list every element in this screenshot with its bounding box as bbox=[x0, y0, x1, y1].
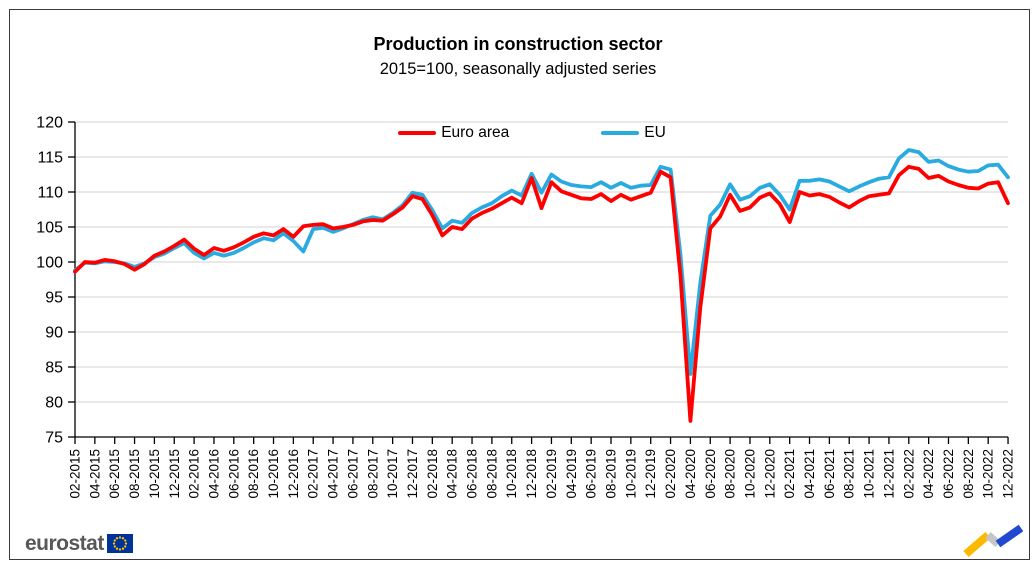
y-tick-label: 90 bbox=[45, 325, 63, 342]
x-axis: 02-2015 04-2015 06-2015 08-2015 10-2015 12-20… bbox=[68, 436, 1016, 499]
series-euro-area bbox=[73, 164, 1010, 423]
x-tick-label: 02-2015 bbox=[68, 449, 83, 499]
x-tick-label: 04-2022 bbox=[921, 449, 936, 499]
x-tick-label: 06-2022 bbox=[941, 449, 956, 499]
trend-arrow-icon bbox=[963, 524, 1024, 558]
x-tick-label: 02-2016 bbox=[187, 449, 202, 499]
x-tick-label: 06-2019 bbox=[584, 449, 599, 499]
x-tick-label: 02-2020 bbox=[663, 449, 678, 499]
chart-frame bbox=[9, 9, 1030, 560]
legend-item-eu: EU bbox=[601, 124, 666, 142]
gridlines bbox=[75, 121, 1009, 403]
x-tick-label: 06-2015 bbox=[107, 449, 122, 499]
x-tick-label: 06-2020 bbox=[703, 449, 718, 499]
x-tick-label: 02-2017 bbox=[306, 449, 321, 499]
x-tick-label: 04-2021 bbox=[802, 449, 817, 499]
x-tick-label: 04-2015 bbox=[87, 449, 102, 499]
x-tick-label: 04-2017 bbox=[326, 449, 341, 499]
x-tick-label: 12-2021 bbox=[881, 449, 896, 499]
y-tick-label: 100 bbox=[36, 255, 63, 272]
y-tick-label: 95 bbox=[45, 290, 63, 307]
chart-subtitle: 2015=100, seasonally adjusted series bbox=[379, 60, 657, 78]
x-tick-label: 10-2015 bbox=[147, 449, 162, 499]
x-tick-label: 06-2017 bbox=[345, 449, 360, 499]
x-tick-label: 04-2019 bbox=[564, 449, 579, 499]
x-tick-label: 06-2018 bbox=[465, 449, 480, 499]
legend-item-euro-area: Euro area bbox=[398, 124, 509, 142]
x-tick-label: 10-2017 bbox=[385, 449, 400, 499]
x-tick-label: 12-2019 bbox=[643, 449, 658, 499]
x-tick-label: 08-2021 bbox=[842, 449, 857, 499]
y-axis: 75 80 85 90 95 100 105 110 115 120 bbox=[36, 115, 76, 447]
x-tick-label: 04-2020 bbox=[683, 449, 698, 499]
y-tick-label: 80 bbox=[45, 395, 63, 412]
x-tick-label: 08-2018 bbox=[484, 449, 499, 499]
y-tick-label: 115 bbox=[37, 150, 63, 167]
x-tick-label: 08-2019 bbox=[604, 449, 619, 499]
y-tick-label: 120 bbox=[36, 115, 63, 132]
x-tick-label: 10-2020 bbox=[742, 449, 757, 499]
x-tick-label: 12-2016 bbox=[286, 449, 301, 499]
x-tick-label: 10-2019 bbox=[623, 449, 638, 499]
euro-area-line-swatch bbox=[398, 131, 437, 135]
x-tick-label: 12-2015 bbox=[167, 449, 182, 499]
x-tick-label: 06-2016 bbox=[226, 449, 241, 499]
x-tick-label: 08-2017 bbox=[365, 449, 380, 499]
eu-line-swatch bbox=[601, 131, 640, 135]
x-tick-label: 04-2016 bbox=[206, 449, 221, 499]
x-tick-label: 08-2020 bbox=[723, 449, 738, 499]
x-tick-label: 02-2019 bbox=[544, 449, 559, 499]
chart-title: Production in construction sector bbox=[373, 34, 663, 54]
x-tick-label: 12-2018 bbox=[524, 449, 539, 499]
chart-legend: Euro area EU bbox=[14, 124, 1036, 142]
y-tick-label: 105 bbox=[36, 220, 63, 237]
legend-label-euro-area: Euro area bbox=[441, 124, 510, 141]
series-eu bbox=[73, 148, 1010, 376]
eurostat-logo: eurostat bbox=[25, 533, 133, 554]
y-tick-label: 85 bbox=[45, 360, 63, 377]
x-tick-label: 08-2015 bbox=[127, 449, 142, 499]
x-tick-label: 12-2022 bbox=[1001, 449, 1016, 499]
x-tick-label: 10-2018 bbox=[504, 449, 519, 499]
eu-flag-icon bbox=[106, 534, 133, 553]
x-tick-label: 04-2018 bbox=[445, 449, 460, 499]
x-tick-label: 10-2021 bbox=[862, 449, 877, 499]
x-tick-label: 02-2021 bbox=[782, 449, 797, 499]
y-tick-label: 110 bbox=[37, 185, 63, 202]
x-tick-label: 12-2017 bbox=[405, 449, 420, 499]
x-tick-label: 02-2018 bbox=[425, 449, 440, 499]
x-tick-label: 02-2022 bbox=[901, 449, 916, 499]
x-tick-label: 08-2022 bbox=[961, 449, 976, 499]
eurostat-logo-text: eurostat bbox=[25, 532, 104, 555]
legend-label-eu: EU bbox=[644, 124, 666, 141]
x-tick-label: 10-2022 bbox=[981, 449, 996, 499]
x-tick-label: 06-2021 bbox=[822, 449, 837, 499]
x-tick-label: 08-2016 bbox=[246, 449, 261, 499]
x-tick-label: 12-2020 bbox=[762, 449, 777, 499]
y-tick-label: 75 bbox=[45, 430, 63, 447]
x-tick-label: 10-2016 bbox=[266, 449, 281, 499]
